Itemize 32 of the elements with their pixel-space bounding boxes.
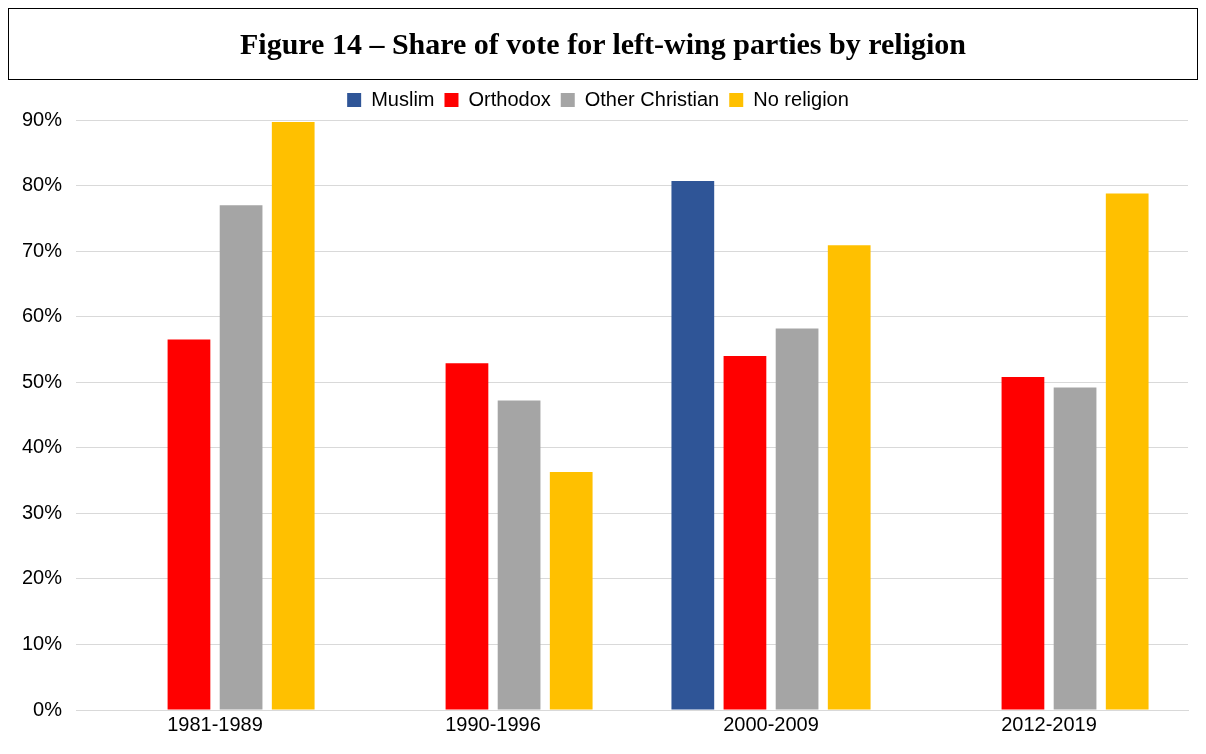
legend-label: No religion xyxy=(753,87,849,110)
bar xyxy=(671,180,715,710)
y-tick-label: 80% xyxy=(22,173,63,196)
bar xyxy=(827,245,871,710)
legend-label: Muslim xyxy=(371,87,435,110)
y-tick-label: 10% xyxy=(22,631,63,654)
y-tick-label: 60% xyxy=(22,304,63,327)
y-tick-label: 30% xyxy=(22,500,63,523)
y-tick-label: 50% xyxy=(22,369,63,392)
bar xyxy=(497,400,541,710)
bar xyxy=(1001,376,1045,710)
y-tick-label: 90% xyxy=(22,107,63,130)
bar xyxy=(1105,193,1149,710)
bar xyxy=(271,121,315,710)
y-tick-label: 70% xyxy=(22,238,63,261)
y-tick-label: 20% xyxy=(22,566,63,589)
y-tick-label: 40% xyxy=(22,435,63,458)
x-tick-label: 1981-1989 xyxy=(167,712,263,735)
bar xyxy=(549,472,593,710)
bar xyxy=(1053,387,1097,710)
legend-label: Orthodox xyxy=(468,87,551,110)
x-tick-label: 1990-1996 xyxy=(445,712,541,735)
x-tick-label: 2000-2009 xyxy=(723,712,819,735)
legend-label: Other Christian xyxy=(584,87,720,110)
bar xyxy=(219,205,263,710)
bar xyxy=(723,356,767,710)
bar xyxy=(775,328,819,710)
x-tick-label: 2012-2019 xyxy=(1001,712,1097,735)
chart-title: Figure 14 – Share of vote for left-wing parties by religion xyxy=(8,8,1198,80)
bar xyxy=(445,363,489,710)
bar xyxy=(167,339,211,710)
y-tick-label: 0% xyxy=(33,697,63,720)
